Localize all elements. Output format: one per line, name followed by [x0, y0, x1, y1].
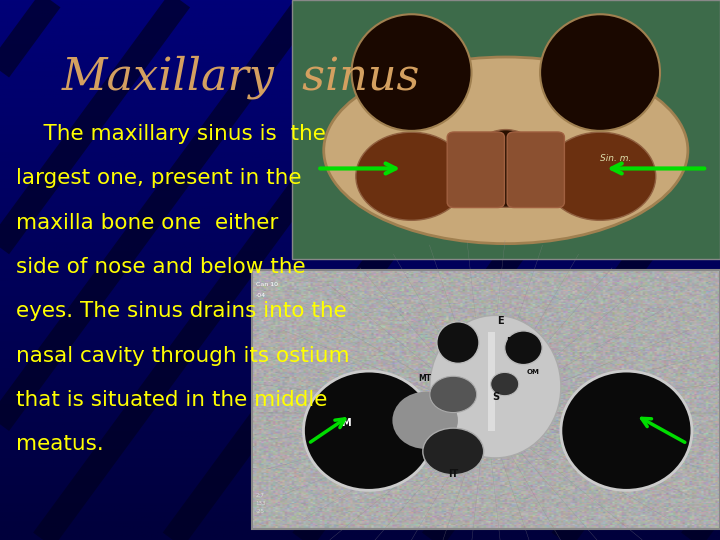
Text: eyes. The sinus drains into the: eyes. The sinus drains into the: [16, 301, 346, 321]
Text: E: E: [497, 316, 503, 327]
Text: nasal cavity through its ostium: nasal cavity through its ostium: [16, 346, 349, 366]
Text: -04: -04: [256, 293, 266, 298]
Ellipse shape: [505, 331, 542, 364]
Text: E: E: [506, 337, 513, 347]
Text: 133: 133: [256, 501, 266, 506]
Ellipse shape: [561, 371, 692, 490]
Text: -25: -25: [256, 509, 265, 514]
FancyBboxPatch shape: [507, 132, 564, 207]
Ellipse shape: [324, 57, 688, 244]
Text: meatus.: meatus.: [16, 434, 104, 454]
Text: MT: MT: [418, 374, 432, 383]
Text: side of nose and below the: side of nose and below the: [16, 257, 305, 277]
Bar: [252, 270, 720, 529]
Ellipse shape: [491, 373, 518, 396]
Ellipse shape: [303, 371, 435, 490]
Ellipse shape: [467, 130, 544, 207]
Ellipse shape: [544, 132, 656, 220]
Text: M: M: [341, 417, 351, 428]
Text: Can 10: Can 10: [256, 282, 278, 287]
Bar: [488, 332, 495, 431]
Text: Sin. m.: Sin. m.: [600, 154, 631, 163]
Text: OM: OM: [526, 369, 539, 375]
Text: 2:7: 2:7: [256, 493, 264, 498]
Text: maxilla bone one  either: maxilla bone one either: [16, 213, 278, 233]
Ellipse shape: [430, 315, 561, 458]
Ellipse shape: [351, 14, 472, 131]
Ellipse shape: [423, 428, 484, 475]
Text: The maxillary sinus is  the: The maxillary sinus is the: [16, 124, 325, 144]
Text: largest one, present in the: largest one, present in the: [16, 168, 302, 188]
Text: that is situated in the middle: that is situated in the middle: [16, 390, 327, 410]
Text: S: S: [492, 392, 499, 402]
Ellipse shape: [437, 322, 479, 363]
Ellipse shape: [356, 132, 467, 220]
Ellipse shape: [392, 392, 458, 449]
Bar: [292, 0, 720, 259]
Ellipse shape: [430, 376, 477, 413]
Ellipse shape: [540, 14, 660, 131]
Text: IT: IT: [448, 469, 459, 480]
Text: Maxillary  sinus: Maxillary sinus: [61, 55, 420, 99]
FancyBboxPatch shape: [447, 132, 505, 207]
